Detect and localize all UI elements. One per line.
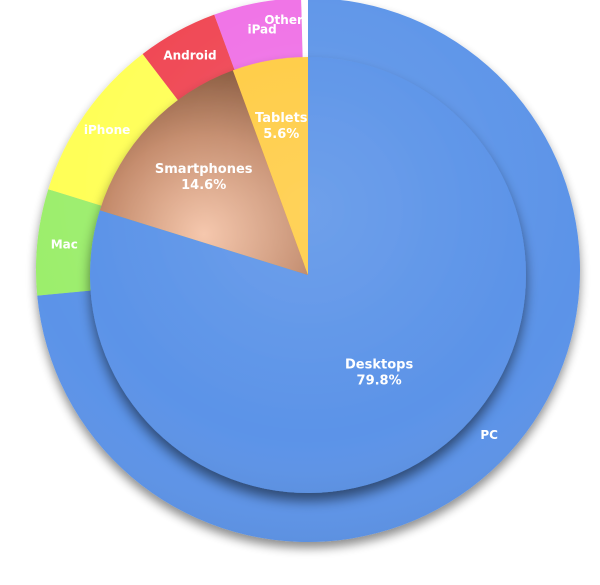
outer-label-android: Android [163,48,216,62]
inner-pie [89,57,526,494]
inner-label-tablets: Tablets 5.6% [255,111,308,142]
outer-label-iphone: iPhone [84,123,130,137]
outer-label-mac: Mac [51,238,78,252]
inner-gloss [90,57,526,493]
inner-label-desktops: Desktops 79.8% [345,358,413,389]
outer-label-ipad: iPad [247,22,276,36]
outer-label-other: Other [264,13,303,27]
inner-label-smartphones: Smartphones 14.6% [155,162,253,193]
outer-label-pc: PC [480,428,498,442]
